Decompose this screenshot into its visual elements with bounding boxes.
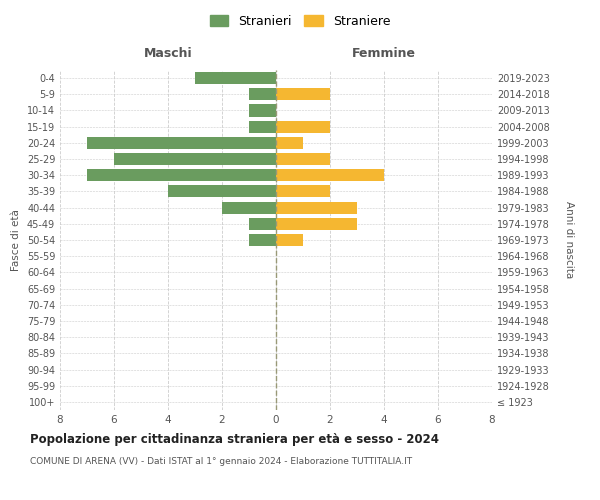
Bar (276, 234, 303, 246)
Bar (276, 186, 330, 198)
Bar (276, 169, 384, 181)
Legend: Stranieri, Straniere: Stranieri, Straniere (206, 11, 394, 32)
Bar (276, 202, 357, 213)
Bar (276, 120, 330, 132)
Bar (87, 169, 276, 181)
Bar (87, 137, 276, 149)
Bar (222, 202, 276, 213)
Bar (276, 88, 330, 101)
Text: Popolazione per cittadinanza straniera per età e sesso - 2024: Popolazione per cittadinanza straniera p… (30, 432, 439, 446)
Text: Femmine: Femmine (352, 47, 416, 60)
Bar (249, 104, 276, 117)
Y-axis label: Fasce di età: Fasce di età (11, 209, 21, 271)
Bar (168, 186, 276, 198)
Bar (195, 72, 276, 84)
Bar (276, 218, 357, 230)
Y-axis label: Anni di nascita: Anni di nascita (563, 202, 574, 278)
Bar (276, 137, 303, 149)
Bar (249, 234, 276, 246)
Text: Maschi: Maschi (143, 47, 193, 60)
Bar (276, 153, 330, 165)
Bar (114, 153, 276, 165)
Bar (249, 218, 276, 230)
Text: COMUNE DI ARENA (VV) - Dati ISTAT al 1° gennaio 2024 - Elaborazione TUTTITALIA.I: COMUNE DI ARENA (VV) - Dati ISTAT al 1° … (30, 458, 412, 466)
Bar (249, 120, 276, 132)
Bar (249, 88, 276, 101)
